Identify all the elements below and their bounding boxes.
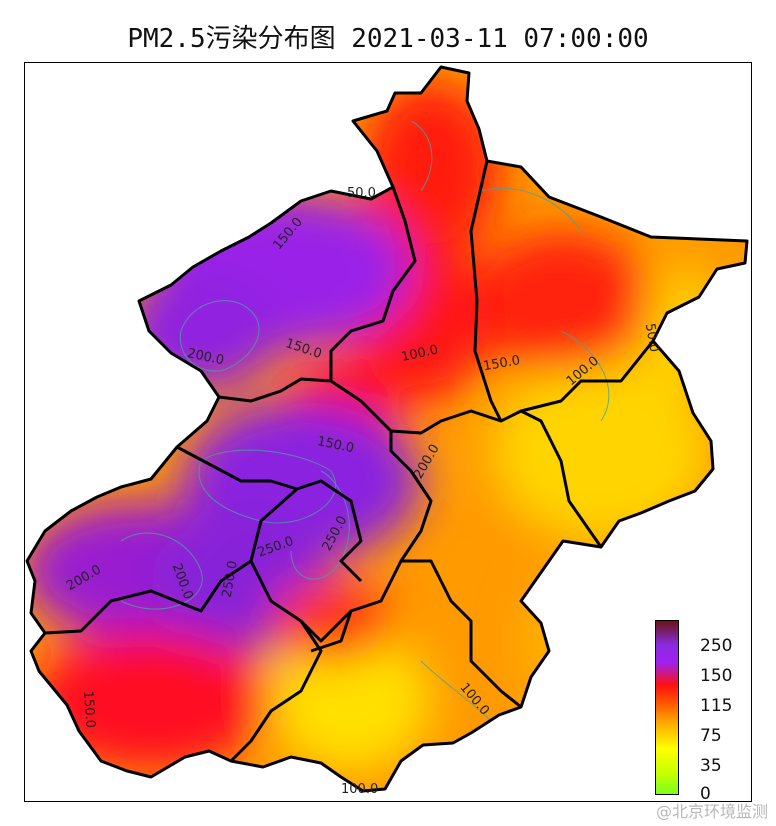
colorbar-tick-label: 115 <box>700 696 733 716</box>
colorbar-tick-label: 250 <box>700 636 733 656</box>
colorbar-tick-label: 0 <box>700 784 711 804</box>
contour-lines <box>120 120 610 722</box>
beijing-pm25-map: 50.0 150.0 200.0 150.0 100.0 150.0 100.0… <box>25 65 749 797</box>
contour-label: 100.0 <box>341 782 378 797</box>
district-borders <box>25 65 749 793</box>
map-title: PM2.5污染分布图 2021-03-11 07:00:00 <box>127 24 649 54</box>
contour-label: 150.0 <box>482 353 521 374</box>
watermark: @北京环境监测 <box>655 802 768 821</box>
colorbar <box>655 620 679 795</box>
contour-label: 150.0 <box>80 690 98 728</box>
colorbar-tick-label: 35 <box>700 756 722 776</box>
colorbar-tick-label: 150 <box>700 666 733 686</box>
contour-label: 50.0 <box>642 322 662 353</box>
contour-label: 250.0 <box>220 560 241 599</box>
map-frame: 50.0 150.0 200.0 150.0 100.0 150.0 100.0… <box>24 62 752 802</box>
colorbar-tick-label: 75 <box>700 726 722 746</box>
contour-label: 50.0 <box>347 186 376 201</box>
